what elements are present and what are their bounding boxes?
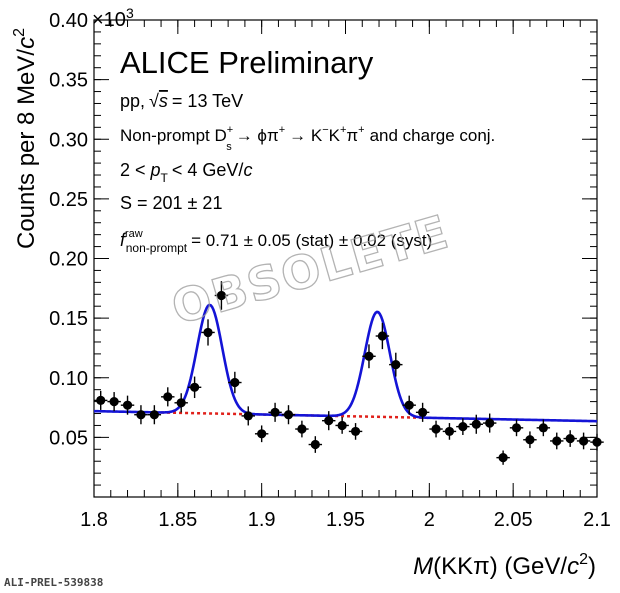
data-point: [565, 433, 575, 444]
data-point: [485, 418, 495, 428]
annotation-pt-range: 2 < pT < 4 GeV/c: [120, 160, 252, 185]
x-tick-label: 1.9: [248, 509, 276, 531]
total-fit-curve: [93, 303, 598, 423]
data-point: [511, 423, 522, 433]
annotation-collision: pp, √s = 13 TeV: [120, 91, 243, 111]
data-point: [310, 439, 320, 450]
annotation-signal: S = 201 ± 21: [120, 193, 222, 213]
y-tick-label: 0.35: [49, 70, 88, 92]
x-tick-label: 2.1: [583, 509, 611, 531]
data-point: [525, 435, 535, 445]
data-point: [230, 377, 240, 388]
x-tick-label: 1.95: [326, 509, 365, 531]
data-point: [444, 426, 455, 437]
y-tick-label: 0.40: [49, 10, 88, 32]
data-point: [243, 411, 253, 421]
y-tick-label: 0.05: [49, 427, 88, 449]
data-point: [498, 453, 508, 463]
x-tick-label: 2.05: [494, 509, 533, 531]
x-tick-label: 1.8: [80, 509, 108, 531]
data-point: [431, 424, 441, 434]
y-tick-label: 0.10: [49, 368, 88, 390]
data-points: [94, 281, 604, 465]
data-point: [190, 382, 200, 392]
data-point: [418, 407, 428, 417]
data-point: [592, 437, 602, 447]
data-point: [391, 360, 401, 370]
data-point: [364, 351, 374, 361]
data-point: [404, 400, 414, 410]
data-point: [122, 400, 133, 410]
figure-id: ALI-PREL-539838: [4, 576, 104, 589]
data-point: [552, 436, 562, 446]
x-axis-title: M(KKπ) (GeV/c2): [413, 551, 596, 580]
data-point: [270, 407, 280, 417]
data-point: [458, 422, 468, 432]
annotation-decay: Non-prompt D+ s→ ϕπ+ → K−K+π+ and charge co…: [120, 124, 495, 153]
data-point: [350, 426, 361, 437]
data-point: [377, 331, 387, 341]
y-axis-ticks: 0.05 0.10 0.15 0.20 0.25 0.30 0.35 0.40: [49, 10, 597, 486]
data-point: [216, 290, 227, 301]
y-tick-label: 0.25: [49, 189, 88, 211]
data-point: [163, 392, 173, 402]
y-axis-title: Counts per 8 MeV/c2: [11, 28, 40, 249]
data-point: [337, 420, 347, 431]
data-point: [257, 429, 267, 439]
y-tick-label: 0.30: [49, 129, 88, 151]
obsolete-watermark: OBSOLETE: [166, 204, 456, 335]
data-point: [538, 423, 548, 433]
data-point: [96, 395, 106, 406]
y-tick-label: 0.20: [49, 249, 88, 271]
data-point: [109, 397, 119, 407]
data-point: [176, 398, 186, 408]
data-point: [136, 410, 146, 420]
x-tick-label: 2: [424, 509, 435, 531]
data-point: [471, 419, 481, 429]
data-point: [203, 327, 213, 338]
x-tick-label: 1.85: [158, 509, 197, 531]
data-point: [297, 424, 307, 434]
y-tick-label: 0.15: [49, 308, 88, 330]
data-point: [283, 410, 294, 420]
annotation-fraction: fraw non-prompt = 0.71 ± 0.05 (stat) ± 0.0…: [120, 228, 432, 255]
data-point: [324, 416, 334, 426]
data-point: [149, 410, 159, 420]
data-point: [578, 436, 589, 446]
y-multiplier: ×103: [92, 5, 134, 31]
chart-title: ALICE Preliminary: [120, 45, 374, 80]
